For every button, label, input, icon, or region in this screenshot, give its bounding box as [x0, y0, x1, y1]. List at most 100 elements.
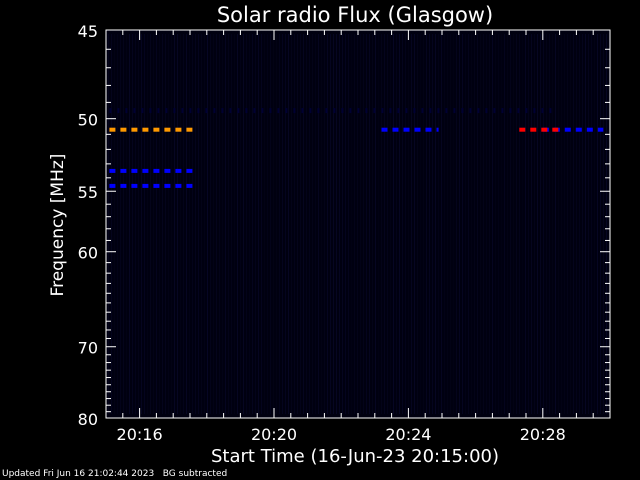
emission-band-segment: [173, 108, 176, 114]
noise-streak: [138, 34, 139, 414]
noise-streak: [120, 34, 121, 414]
emission-band-segment: [229, 108, 232, 114]
noise-streak: [522, 34, 523, 414]
emission-band-segment: [277, 108, 280, 114]
noise-streak: [321, 34, 322, 414]
noise-streak: [159, 34, 160, 414]
emission-band-segment: [381, 108, 384, 114]
emission-band-segment: [125, 108, 128, 114]
noise-streak: [117, 34, 118, 414]
emission-band-segment: [453, 108, 456, 114]
y-tick-label: 70: [78, 339, 98, 358]
noise-streak: [435, 34, 436, 414]
noise-streak: [402, 34, 403, 414]
noise-streak: [318, 34, 319, 414]
noise-streak: [285, 34, 286, 414]
noise-streak: [405, 34, 406, 414]
noise-streak: [498, 34, 499, 414]
noise-streak: [534, 34, 535, 414]
noise-streak: [372, 34, 373, 414]
noise-streak: [336, 34, 337, 414]
noise-streak: [462, 34, 463, 414]
emission-band-segment: [245, 108, 248, 114]
y-tick-label: 55: [78, 183, 98, 202]
x-axis: 20:16 20:20 20:24 20:28: [105, 30, 611, 444]
emission-band-segment: [175, 183, 182, 188]
noise-streak: [468, 34, 469, 414]
noise-streak: [489, 34, 490, 414]
noise-streak: [255, 34, 256, 414]
emission-band-segment: [421, 108, 424, 114]
emission-band-segment: [175, 168, 182, 173]
noise-streak: [342, 34, 343, 414]
noise-streak: [549, 34, 550, 414]
noise-streak: [267, 34, 268, 414]
noise-streak: [249, 34, 250, 414]
noise-streak: [228, 34, 229, 414]
noise-streak: [390, 34, 391, 414]
noise-streak: [240, 34, 241, 414]
noise-streak: [198, 34, 199, 414]
noise-streak: [438, 34, 439, 414]
emission-bands: [109, 108, 604, 188]
noise-streak: [411, 34, 412, 414]
emission-band-segment: [133, 108, 136, 114]
chart-title: Solar radio Flux (Glasgow): [217, 3, 493, 27]
noise-streak: [453, 34, 454, 414]
noise-streak: [546, 34, 547, 414]
bg-subtracted-note: BG subtracted: [162, 469, 228, 479]
emission-band-segment: [293, 108, 296, 114]
emission-band-segment: [142, 183, 149, 188]
noise-streak: [300, 34, 301, 414]
emission-band-segment: [165, 108, 168, 114]
noise-streak: [456, 34, 457, 414]
emission-band-segment: [461, 108, 464, 114]
emission-band-segment: [357, 108, 360, 114]
noise-streak: [237, 34, 238, 414]
emission-band-segment: [493, 108, 496, 114]
noise-streak: [597, 34, 598, 414]
emission-band-segment: [186, 168, 193, 173]
emission-band-segment: [519, 127, 526, 132]
footer: Updated Fri Jun 16 21:02:44 2023 BG subt…: [2, 469, 227, 479]
noise-streak: [552, 34, 553, 414]
y-axis-label: Frequency [MHz]: [48, 154, 68, 297]
noise-streak: [291, 34, 292, 414]
noise-streak: [492, 34, 493, 414]
emission-band-segment: [175, 127, 182, 132]
emission-band-segment: [501, 108, 504, 114]
noise-streak: [324, 34, 325, 414]
noise-streak: [297, 34, 298, 414]
noise-streak: [108, 34, 109, 414]
x-tick-label: 20:20: [251, 425, 297, 444]
noise-streak: [441, 34, 442, 414]
noise-streak: [600, 34, 601, 414]
noise-streak: [360, 34, 361, 414]
noise-streak: [129, 34, 130, 414]
noise-streak: [606, 34, 607, 414]
emission-band-segment: [575, 127, 582, 132]
noise-streak: [171, 34, 172, 414]
noise-streak: [357, 34, 358, 414]
noise-streak: [264, 34, 265, 414]
noise-streak: [531, 34, 532, 414]
noise-streak: [495, 34, 496, 414]
noise-streak: [156, 34, 157, 414]
noise-streak: [537, 34, 538, 414]
noise-streak: [219, 34, 220, 414]
noise-streak: [483, 34, 484, 414]
noise-streak: [582, 34, 583, 414]
noise-streak: [174, 34, 175, 414]
noise-streak: [312, 34, 313, 414]
noise-streak: [273, 34, 274, 414]
emission-band-segment: [237, 108, 240, 114]
noise-streak: [420, 34, 421, 414]
emission-band-segment: [365, 108, 368, 114]
noise-streak: [408, 34, 409, 414]
emission-band-segment: [142, 168, 149, 173]
noise-streak: [414, 34, 415, 414]
noise-streak: [231, 34, 232, 414]
noise-streak: [486, 34, 487, 414]
y-axis: 45 50 55 60 70 80: [78, 22, 610, 429]
